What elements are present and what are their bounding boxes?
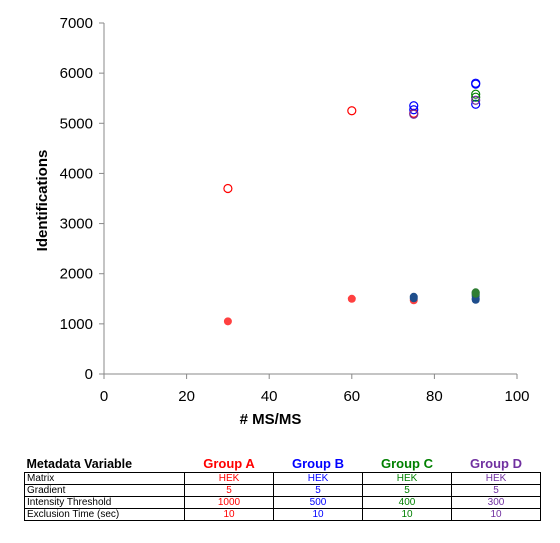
data-point [409,105,419,115]
y-tick-label: 0 [85,366,93,383]
data-point [223,183,233,194]
table-cell: 300 [451,496,541,509]
group-a-header: Group A [184,456,274,473]
y-axis-title: Identifications [34,150,51,252]
y-tick-label: 2000 [60,266,93,283]
data-point [409,109,419,119]
y-tick-label: 3000 [60,216,93,233]
y-tick-label: 6000 [60,65,93,82]
scatter-chart: 0 1000 2000 3000 4000 5000 6000 7000 0 20 40 60 80 1… [34,15,530,428]
group-c-header: Group C [362,456,452,473]
table-cell: 5 [184,484,274,497]
data-points [223,78,481,326]
table-row: Intensity Threshold 1000 500 400 300 [24,496,541,509]
table-cell: 10 [451,508,541,521]
table-cell: 5 [362,484,452,497]
x-tick-label: 40 [261,388,278,405]
metadata-variable-header: Metadata Variable [24,456,185,473]
y-tick-label: 7000 [60,15,93,32]
data-point [347,106,357,116]
data-point [347,294,356,303]
table-cell: 10 [273,508,363,521]
table-cell: HEK [451,472,541,485]
table-cell: 10 [184,508,274,521]
data-point [471,79,481,89]
table-row: Exclusion Time (sec) 10 10 10 10 [24,508,541,521]
data-point [471,89,481,99]
x-axis-title: # MS/MS [240,411,302,428]
row-label-intensity-threshold: Intensity Threshold [24,496,185,509]
table-cell: 500 [273,496,363,509]
data-point [471,92,481,102]
data-point [471,95,481,105]
x-tick-label: 20 [178,388,195,405]
y-axis: 0 1000 2000 3000 4000 5000 6000 7000 [60,15,105,383]
group-d-header: Group D [451,456,541,473]
group-b-header: Group B [273,456,363,473]
table-cell: 400 [362,496,452,509]
table-cell: HEK [362,472,452,485]
table-cell: 1000 [184,496,274,509]
metadata-header-row: Metadata Variable Group A Group B Group … [24,456,541,473]
table-row: Matrix HEK HEK HEK HEK [24,472,541,485]
table-row: Gradient 5 5 5 5 [24,484,541,497]
x-tick-label: 60 [343,388,360,405]
metadata-table: Metadata Variable Group A Group B Group … [24,456,541,521]
table-cell: 10 [362,508,452,521]
table-cell: HEK [184,472,274,485]
table-cell: HEK [273,472,363,485]
row-label-exclusion-time: Exclusion Time (sec) [24,508,185,521]
data-point [409,294,418,303]
y-tick-label: 1000 [60,316,93,333]
x-tick-label: 100 [504,388,529,405]
x-axis: 0 20 40 60 80 100 [100,373,530,405]
table-cell: 5 [451,484,541,497]
row-label-gradient: Gradient [24,484,185,497]
data-point [471,295,480,304]
y-tick-label: 4000 [60,165,93,182]
data-point [471,99,481,109]
x-tick-label: 80 [426,388,443,405]
data-point [223,317,232,326]
y-tick-label: 5000 [60,115,93,132]
row-label-matrix: Matrix [24,472,185,485]
x-tick-label: 0 [100,388,108,405]
table-cell: 5 [273,484,363,497]
data-point [471,289,480,298]
